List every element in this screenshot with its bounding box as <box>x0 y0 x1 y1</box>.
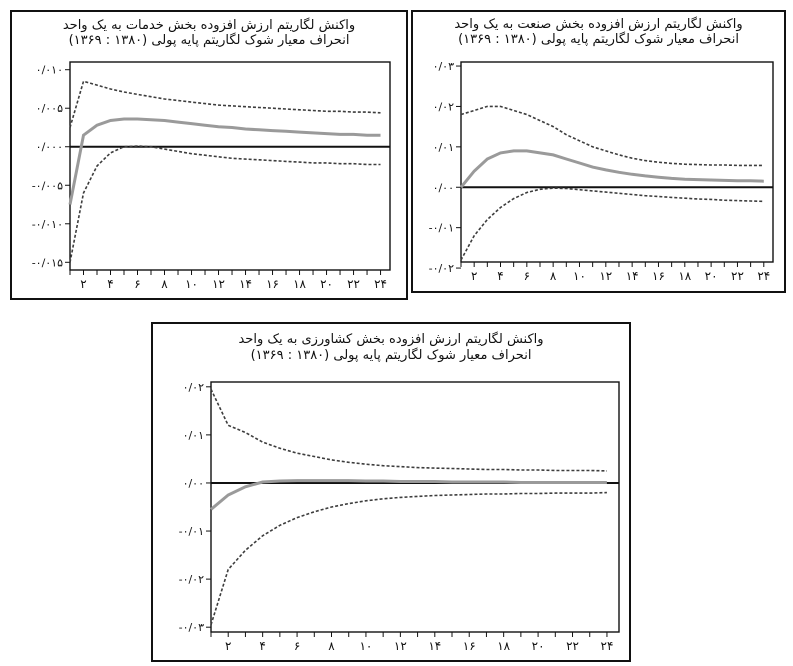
x-tick-label: ۱۲ <box>599 269 612 283</box>
x-tick-label: ۱۸ <box>678 269 691 283</box>
x-tick-label: ۲۰ <box>532 639 545 653</box>
x-tick-label: ۱۴ <box>626 269 639 283</box>
chart-plot: ۰/۰۳۰/۰۲۰/۰۱۰/۰۰-۰/۰۱-۰/۰۲۲ ۴ ۶ ۸ ۱۰ ۱۲ ۱۴ ۱۶ ۱۸… <box>429 60 774 283</box>
y-tick-label: ۰/۰۳ <box>433 60 455 73</box>
chart-panel-agriculture: واکنش لگاریتم ارزش افزوده بخش کشاورزی به… <box>151 322 631 662</box>
chart-subtitle: انحراف معیار شوک لگاریتم پایه پولی (۱۳۸۰… <box>458 32 739 47</box>
x-tick-label: ۲۴ <box>601 639 614 653</box>
series-upper-line <box>210 388 607 472</box>
x-tick-label: ۱۶ <box>463 639 476 653</box>
chart-panel-services: واکنش لگاریتم ارزش افزوده بخش خدمات به ی… <box>10 10 408 300</box>
y-tick-label: -۰/۰۳ <box>179 621 204 634</box>
x-tick-label: ۸ <box>550 269 557 283</box>
x-tick-label: ۲۲ <box>566 639 579 653</box>
y-tick-label: -۰/۰۰۵ <box>32 179 63 192</box>
series-upper-line <box>460 105 764 167</box>
x-tick-label: ۲۰ <box>320 277 333 291</box>
x-tick-label: ۲۲ <box>731 269 744 283</box>
x-tick-label: ۲ <box>225 639 231 653</box>
x-tick-label: ۴ <box>259 639 265 653</box>
x-tick-label: ۲۲ <box>347 277 360 291</box>
x-tick-label: ۱۴ <box>428 639 441 653</box>
plot-frame <box>210 381 620 633</box>
x-tick-label: ۱۰ <box>185 277 198 291</box>
x-tick-label: ۱۴ <box>239 277 252 291</box>
plot-frame <box>460 61 774 263</box>
x-tick-label: ۶ <box>524 269 530 283</box>
y-tick-label: -۰/۰۱۰ <box>32 218 63 231</box>
chart-title: واکنش لگاریتم ارزش افزوده بخش خدمات به ی… <box>62 18 356 33</box>
x-tick-label: ۲ <box>80 277 86 291</box>
x-tick-label: ۱۸ <box>497 639 510 653</box>
x-tick-label: ۱۲ <box>212 277 225 291</box>
x-tick-label: ۸ <box>161 277 168 291</box>
y-tick-label: ۰/۰۲ <box>183 381 205 394</box>
series-lower-line <box>69 145 381 263</box>
y-tick-label: -۰/۰۱ <box>179 525 204 538</box>
chart-title: واکنش لگاریتم ارزش افزوده بخش کشاورزی به… <box>238 332 544 347</box>
y-tick-label: ۰/۰۱ <box>183 429 204 442</box>
series-lower-line <box>460 187 764 261</box>
series-upper-line <box>69 80 381 128</box>
plot-frame <box>69 61 391 271</box>
y-tick-label: -۰/۰۱۵ <box>32 256 63 269</box>
x-tick-label: ۸ <box>328 639 335 653</box>
x-tick-label: ۱۸ <box>293 277 306 291</box>
y-tick-label: -۰/۰۱ <box>429 222 454 235</box>
series-response-line <box>459 149 764 189</box>
chart-title: واکنش لگاریتم ارزش افزوده بخش صنعت به یک… <box>454 17 743 32</box>
series-response-line <box>210 479 607 511</box>
x-tick-label: ۱۲ <box>394 639 407 653</box>
chart-plot: ۰/۰۲۰/۰۱۰/۰۰-۰/۰۱-۰/۰۲-۰/۰۳۲ ۴ ۶ ۸ ۱۰ ۱۲ ۱۴ ۱۶ ۱… <box>179 381 620 653</box>
chart-subtitle: انحراف معیار شوک لگاریتم پایه پولی (۱۳۸۰… <box>250 348 532 363</box>
x-tick-label: ۴ <box>497 269 503 283</box>
x-tick-label: ۱۰ <box>359 639 372 653</box>
y-tick-label: ۰/۰۰۵ <box>36 102 63 115</box>
x-tick-label: ۲۰ <box>705 269 718 283</box>
y-tick-label: ۰/۰۰ <box>183 477 204 490</box>
chart-panel-industry: واکنش لگاریتم ارزش افزوده بخش صنعت به یک… <box>411 10 786 293</box>
y-tick-label: ۰/۰۲ <box>433 100 455 113</box>
series-response-line <box>68 117 381 205</box>
chart-subtitle: انحراف معیار شوک لگاریتم پایه پولی (۱۳۸۰… <box>68 33 350 48</box>
x-tick-label: ۱۶ <box>652 269 665 283</box>
y-tick-label: ۰/۰۰۰ <box>36 141 63 154</box>
series-lower-line <box>210 491 607 626</box>
x-tick-label: ۱۶ <box>266 277 279 291</box>
y-tick-label: ۰/۰۱۰ <box>36 64 63 77</box>
y-tick-label: -۰/۰۲ <box>429 262 454 275</box>
y-tick-label: -۰/۰۲ <box>179 573 204 586</box>
y-tick-label: ۰/۰۰ <box>433 181 454 194</box>
x-tick-label: ۲۴ <box>757 269 770 283</box>
x-tick-label: ۲ <box>471 269 477 283</box>
x-tick-label: ۶ <box>294 639 300 653</box>
y-tick-label: ۰/۰۱ <box>433 141 454 154</box>
x-tick-label: ۴ <box>107 277 113 291</box>
x-tick-label: ۲۴ <box>374 277 387 291</box>
x-tick-label: ۶ <box>134 277 140 291</box>
x-tick-label: ۱۰ <box>573 269 586 283</box>
